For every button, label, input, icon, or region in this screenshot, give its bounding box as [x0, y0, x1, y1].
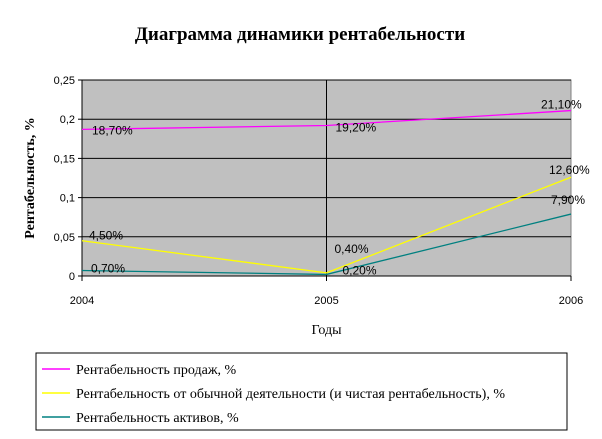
- x-tick-label: 2006: [559, 295, 583, 307]
- x-axis-title: Годы: [312, 323, 343, 338]
- data-label: 21,10%: [541, 98, 582, 112]
- legend: Рентабельность продаж, % Рентабельность о…: [35, 352, 568, 431]
- y-tick-label: 0,25: [54, 75, 75, 87]
- x-tick-label: 2004: [70, 295, 94, 307]
- legend-entry: Рентабельность активов, %: [76, 411, 239, 426]
- legend-box: [35, 352, 568, 431]
- y-tick-label: 0,05: [54, 232, 75, 244]
- data-label: 0,20%: [343, 263, 377, 277]
- chart-title: Диаграмма динамики рентабельности: [135, 24, 465, 45]
- data-label: 19,20%: [336, 120, 377, 134]
- series-lines: [81, 109, 572, 276]
- series-line: [81, 213, 572, 276]
- series-line: [81, 176, 572, 274]
- data-label: 0,40%: [335, 242, 369, 256]
- data-label: 18,70%: [92, 123, 133, 137]
- data-label: 0,70%: [91, 262, 125, 276]
- x-tick-label: 2005: [314, 295, 338, 307]
- series-line: [81, 109, 572, 131]
- data-label: 7,90%: [551, 193, 585, 207]
- y-tick-label: 0: [69, 271, 75, 283]
- y-axis-ticks: 0 0,05 0,1 0,15 0,2 0,25: [54, 75, 82, 283]
- y-tick-label: 0,15: [54, 153, 75, 165]
- data-label: 4,50%: [89, 229, 123, 243]
- data-label: 12,60%: [549, 163, 590, 177]
- y-tick-label: 0,2: [60, 114, 75, 126]
- data-labels: 18,70% 19,20% 21,10% 4,50% 0,40% 12,60% 0,70% 0…: [89, 98, 590, 278]
- y-axis-title: Рентабельность, %: [23, 117, 38, 239]
- y-tick-label: 0,1: [60, 193, 75, 205]
- legend-entry: Рентабельность продаж, %: [76, 363, 236, 378]
- legend-entry: Рентабельность от обычной деятельности (…: [76, 387, 505, 402]
- x-axis-ticks: 2004 2005 2006: [70, 276, 583, 307]
